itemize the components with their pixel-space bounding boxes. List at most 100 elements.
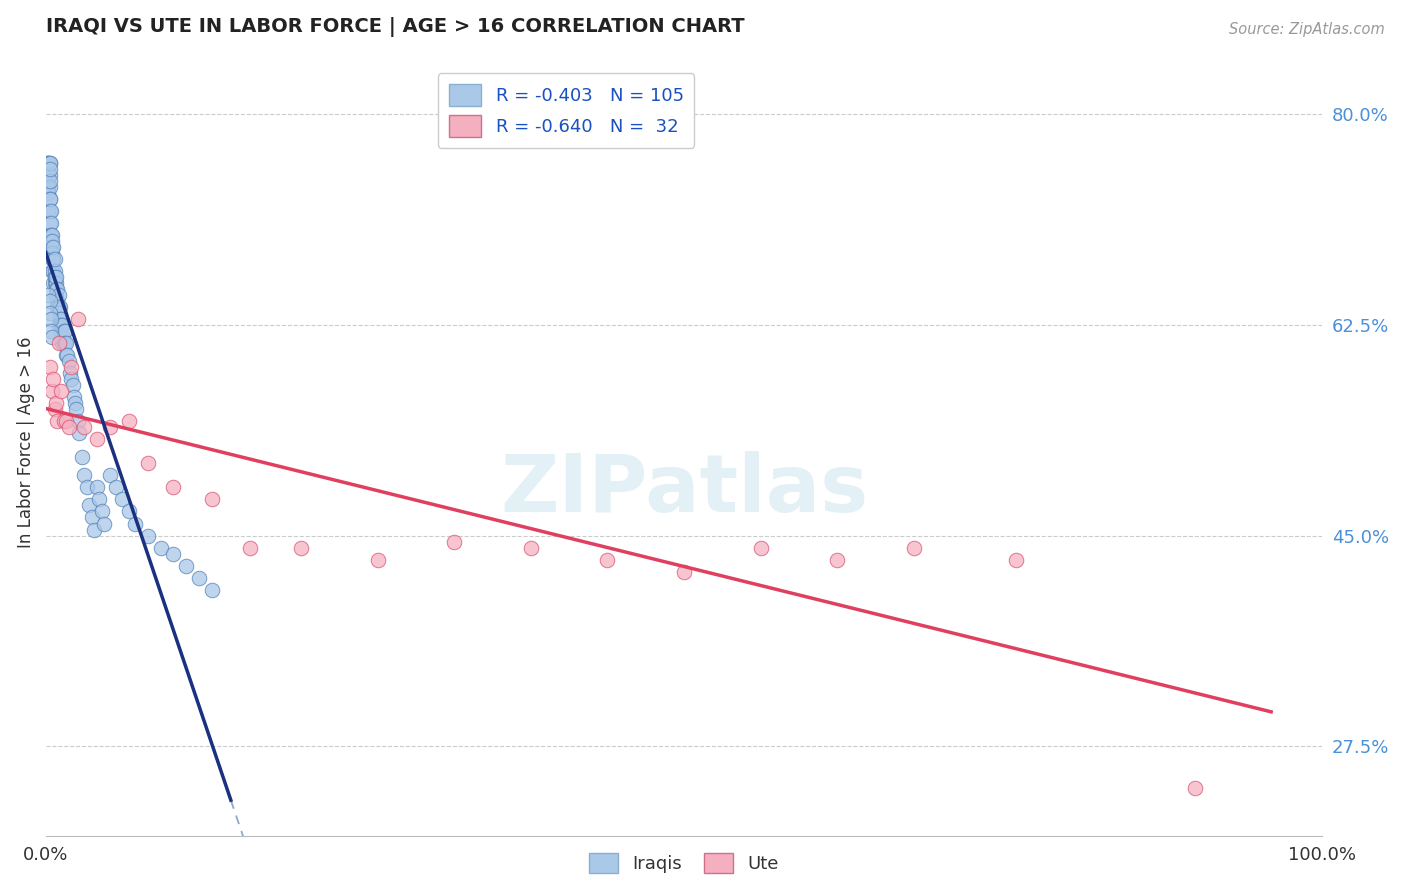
Point [37,203,59,218]
Point [58,354,80,368]
Point [65,402,87,417]
Point [45,396,67,410]
Point [45,269,67,284]
Point [67,426,90,441]
Point [59,366,82,380]
Point [77,499,100,513]
Point [55,336,77,351]
Point [53,324,76,338]
Point [35,203,58,218]
Point [76,480,98,494]
Point [49,312,72,326]
Point [49,330,72,344]
Point [38,155,60,169]
Point [86,480,108,494]
Point [149,541,172,555]
Point [38,174,60,188]
Point [136,528,159,542]
Point [41,227,63,242]
Point [41,384,63,399]
Point [45,288,67,302]
Point [37,227,59,242]
Point [83,523,105,537]
Point [39,227,62,242]
Point [37,174,59,188]
Point [49,312,72,326]
Point [48,306,70,320]
Point [37,155,59,169]
Point [45,276,67,290]
Text: ZIPatlas: ZIPatlas [501,450,868,529]
Point [38,293,60,308]
Point [93,516,115,531]
Point [104,480,127,494]
Point [37,161,59,176]
Point [38,227,60,242]
Point [118,504,141,518]
Point [35,179,58,194]
Point [42,252,65,266]
Point [41,245,63,260]
Point [1184,781,1206,796]
Point [51,330,73,344]
Point [38,192,60,206]
Point [136,456,159,470]
Point [63,390,86,404]
Point [42,276,65,290]
Point [55,414,77,428]
Point [51,336,73,351]
Point [60,372,83,386]
Point [38,216,60,230]
Point [49,318,72,332]
Point [41,252,63,266]
Point [825,552,848,566]
Point [367,552,389,566]
Point [37,288,59,302]
Point [903,541,925,555]
Point [162,547,184,561]
Point [52,414,75,428]
Point [37,179,59,194]
Point [49,384,72,399]
Point [38,306,60,320]
Legend: Iraqis, Ute: Iraqis, Ute [581,844,787,882]
Point [66,312,89,326]
Point [98,420,121,434]
Point [1005,552,1028,566]
Point [39,216,62,230]
Point [39,234,62,248]
Point [73,420,96,434]
Point [39,312,62,326]
Point [37,168,59,182]
Point [60,360,83,375]
Point [53,336,76,351]
Point [63,396,86,410]
Point [37,186,59,200]
Point [37,155,59,169]
Point [66,414,89,428]
Point [46,414,69,428]
Point [55,348,77,362]
Point [111,492,134,507]
Point [42,264,65,278]
Text: IRAQI VS UTE IN LABOR FORCE | AGE > 16 CORRELATION CHART: IRAQI VS UTE IN LABOR FORCE | AGE > 16 C… [46,17,744,37]
Point [44,269,66,284]
Point [48,300,70,314]
Point [188,571,211,585]
Point [56,348,79,362]
Point [86,432,108,446]
Point [201,582,224,597]
Point [73,468,96,483]
Point [520,541,543,555]
Point [124,516,146,531]
Point [118,414,141,428]
Point [35,155,58,169]
Point [672,565,695,579]
Point [46,300,69,314]
Point [41,240,63,254]
Point [38,155,60,169]
Point [596,552,619,566]
Point [41,234,63,248]
Point [201,492,224,507]
Point [38,360,60,375]
